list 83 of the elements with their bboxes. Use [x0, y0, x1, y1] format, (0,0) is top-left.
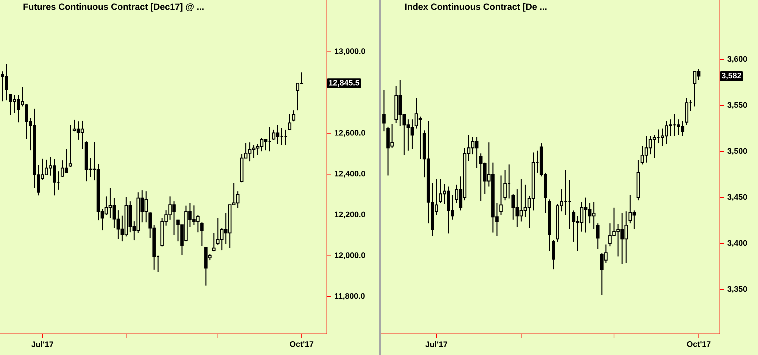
text: 12,845.5 — [329, 80, 360, 87]
y-tick-label: 3,450 — [728, 194, 748, 202]
candlestick — [644, 136, 648, 164]
candlestick — [475, 136, 479, 169]
text: Oct'17 — [290, 342, 314, 348]
candlestick — [479, 153, 483, 202]
text: Oct'17 — [687, 342, 711, 348]
y-tick-label: 11,800.0 — [335, 293, 365, 300]
candlestick — [608, 223, 612, 248]
candlestick — [13, 94, 16, 114]
candlestick — [272, 129, 276, 140]
candlestick — [76, 121, 80, 140]
candlestick — [640, 146, 644, 166]
candlestick — [386, 126, 390, 176]
candlestick — [64, 148, 68, 174]
candlestick — [240, 154, 244, 184]
candlestick — [252, 144, 256, 159]
candlestick — [410, 119, 414, 150]
candlestick — [524, 184, 528, 218]
candlestick — [128, 201, 132, 234]
candlestick — [1, 71, 4, 102]
candlestick — [382, 90, 386, 132]
y-tick-label: 3,550 — [728, 102, 748, 110]
candlestick — [596, 223, 600, 250]
candlestick — [60, 160, 64, 178]
candlestick — [471, 136, 475, 156]
candlestick — [520, 178, 524, 222]
y-tick-label: 3,600 — [728, 56, 748, 64]
y-tick-label: 13,000.0 — [335, 48, 366, 56]
candlestick — [390, 124, 394, 149]
candlestick — [292, 110, 296, 122]
candlestick — [665, 120, 668, 145]
candlestick — [620, 212, 624, 265]
candlestick — [439, 178, 442, 204]
y-tick-label: 12,000.0 — [335, 252, 366, 260]
chart-title: Futures Continuous Contract [Dec17] @ ... — [24, 4, 204, 12]
y-tick-label: 12,200.0 — [335, 212, 366, 219]
candlestick — [248, 142, 252, 162]
candlestick — [5, 64, 8, 102]
candlestick — [552, 240, 556, 270]
text: 3,582 — [722, 72, 742, 80]
y-tick-label: 12,600.0 — [335, 130, 366, 138]
y-tick-label: 3,400 — [728, 240, 748, 248]
candlestick — [212, 232, 216, 252]
candlestick — [80, 120, 84, 150]
candlestick — [584, 197, 588, 234]
candlestick — [256, 144, 260, 156]
candlestick — [580, 202, 584, 232]
candlestick — [72, 119, 76, 132]
candlestick — [398, 80, 402, 127]
candlestick — [648, 136, 652, 156]
candlestick — [236, 191, 240, 209]
candlestick — [669, 119, 672, 137]
text: Jul'17 — [32, 342, 54, 348]
candlestick — [632, 210, 636, 230]
candlestick — [112, 198, 116, 229]
candlestick — [624, 211, 628, 264]
candlestick — [418, 116, 422, 160]
candlestick — [592, 202, 596, 230]
candlestick — [260, 138, 264, 152]
candlestick — [296, 82, 300, 112]
chart-title: Index Continuous Contract [De ... — [405, 4, 547, 12]
text: Jul'17 — [426, 342, 448, 348]
candlestick — [697, 68, 701, 81]
candlestick — [68, 124, 72, 168]
candlestick — [414, 98, 418, 130]
candlestick — [447, 186, 450, 234]
y-tick-label: 12,400.0 — [335, 171, 366, 178]
candlestick — [53, 158, 56, 196]
candlestick — [394, 86, 398, 124]
candlestick — [516, 189, 520, 228]
candlestick — [45, 159, 48, 176]
candlestick — [200, 222, 204, 247]
candlestick — [192, 205, 196, 226]
y-tick-label: 3,350 — [728, 286, 748, 294]
candlestick — [196, 214, 200, 234]
candlestick — [204, 246, 208, 286]
candlestick — [104, 196, 108, 216]
candlestick — [172, 201, 176, 236]
candlestick — [108, 188, 112, 219]
candlestick — [288, 114, 292, 130]
candlestick — [500, 175, 503, 216]
y-tick-label: 3,500 — [728, 148, 748, 156]
